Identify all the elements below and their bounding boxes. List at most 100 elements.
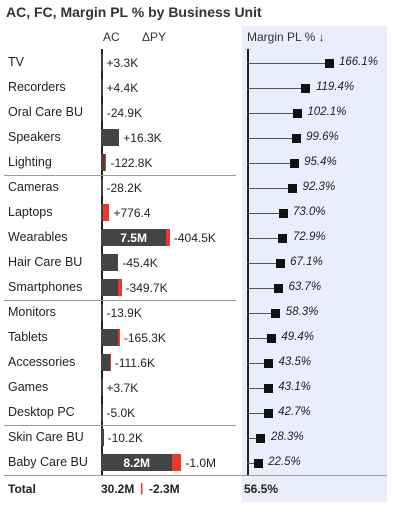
margin-stem	[247, 163, 295, 164]
group-separator	[4, 425, 236, 426]
margin-data-label: 72.9%	[292, 231, 326, 243]
ac-bar	[101, 404, 103, 421]
margin-data-label: 42.7%	[278, 406, 311, 418]
margin-marker	[278, 233, 288, 243]
chart-title: AC, FC, Margin PL % by Business Unit	[6, 4, 262, 20]
category-label: Monitors	[8, 305, 56, 319]
margin-marker	[301, 83, 311, 93]
ac-bar	[101, 104, 103, 121]
margin-marker	[288, 183, 298, 193]
dpy-data-label: -13.9K	[106, 305, 142, 320]
category-label: Desktop PC	[8, 405, 75, 419]
margin-stem	[247, 338, 272, 339]
margin-data-label: 43.5%	[278, 356, 312, 368]
margin-stem	[247, 263, 281, 264]
total-margin: 56.5%	[244, 482, 279, 496]
margin-stem	[247, 138, 297, 139]
margin-marker	[278, 208, 288, 218]
margin-marker	[263, 358, 273, 368]
total-divider: |	[140, 481, 144, 495]
margin-header: Margin PL % ↓	[247, 30, 325, 44]
dpy-bar	[118, 279, 122, 296]
ac-bar	[101, 179, 103, 196]
dpy-data-label: -1.0M	[185, 455, 217, 470]
ac-bar	[101, 379, 103, 396]
margin-data-label: 119.4%	[315, 81, 355, 93]
ac-bar	[101, 429, 104, 446]
total-label: Total	[8, 482, 36, 496]
margin-stem	[247, 313, 276, 314]
category-label: Baby Care BU	[8, 455, 88, 469]
margin-stem	[247, 113, 298, 114]
dpy-header: ΔPY	[142, 30, 167, 44]
margin-stem	[247, 388, 269, 389]
dpy-data-label: -111.6K	[114, 355, 155, 370]
dpy-data-label: -10.2K	[107, 430, 143, 445]
margin-data-label: 95.4%	[304, 156, 337, 168]
margin-data-label: 49.4%	[281, 331, 314, 343]
margin-marker	[263, 408, 273, 418]
margin-marker	[275, 258, 285, 268]
category-label: Cameras	[8, 180, 59, 194]
ac-bar	[101, 79, 103, 96]
dpy-data-label: -45.4K	[122, 255, 158, 270]
dpy-bar	[105, 154, 107, 171]
ac-bar	[101, 154, 106, 171]
margin-data-label: 63.7%	[288, 281, 322, 293]
dpy-data-label: -5.0K	[106, 405, 136, 420]
category-label: Games	[8, 380, 49, 394]
margin-marker	[289, 158, 299, 168]
category-label: Hair Care BU	[8, 255, 83, 269]
margin-stem	[247, 288, 279, 289]
group-separator	[4, 300, 236, 301]
ac-bar	[101, 254, 119, 271]
category-label: Oral Care BU	[8, 105, 84, 119]
dpy-bar	[166, 229, 170, 246]
ac-bar	[101, 229, 167, 246]
margin-baseline-axis	[247, 49, 249, 476]
dpy-data-label: -24.9K	[106, 105, 143, 120]
category-label: Recorders	[8, 80, 66, 94]
category-label: Laptops	[8, 205, 53, 219]
ac-bar	[101, 204, 103, 221]
category-label: Speakers	[8, 130, 61, 144]
ac-bar	[101, 454, 173, 471]
margin-data-label: 22.5%	[268, 456, 301, 468]
margin-marker	[256, 433, 266, 443]
margin-marker	[263, 383, 273, 393]
total-separator	[4, 475, 387, 476]
total-dpy: -2.3M	[149, 482, 180, 496]
margin-data-label: 67.1%	[290, 256, 323, 268]
ac-bar	[101, 54, 103, 71]
ac-bar	[101, 279, 119, 296]
category-label: Skin Care BU	[8, 430, 84, 444]
ac-bar	[101, 354, 110, 371]
margin-marker	[253, 458, 263, 468]
margin-data-label: 92.3%	[302, 181, 336, 193]
dpy-data-label: -349.7K	[125, 280, 168, 295]
margin-stem	[247, 363, 269, 364]
category-label: Accessories	[8, 355, 76, 369]
margin-data-label: 102.1%	[307, 106, 347, 118]
margin-marker	[273, 283, 283, 293]
margin-stem	[247, 63, 329, 64]
dpy-data-label: -28.2K	[106, 180, 142, 195]
margin-stem	[247, 463, 259, 464]
dpy-data-label: +3.3K	[106, 55, 139, 70]
margin-marker	[292, 108, 302, 118]
dpy-data-label: +776.4	[113, 205, 151, 220]
dpy-data-label: -404.5K	[173, 230, 216, 245]
dpy-data-label: -165.3K	[123, 330, 166, 345]
margin-stem	[247, 238, 283, 239]
dpy-bar	[102, 204, 110, 221]
dpy-bar	[172, 454, 182, 471]
group-separator	[4, 175, 236, 176]
margin-stem	[247, 188, 293, 189]
ac-bar	[101, 129, 120, 146]
ac-bar	[101, 329, 119, 346]
margin-data-label: 58.3%	[285, 306, 319, 318]
margin-marker	[324, 58, 334, 68]
dpy-data-label: -122.8K	[110, 155, 153, 170]
dpy-bar	[118, 329, 120, 346]
margin-marker	[266, 333, 276, 343]
